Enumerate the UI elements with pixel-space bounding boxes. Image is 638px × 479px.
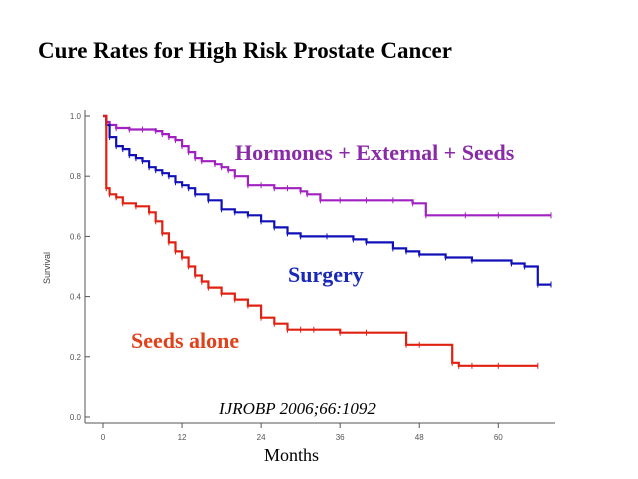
km-curve-0	[103, 114, 551, 217]
y-tick-label: 0.0	[70, 413, 82, 422]
x-tick-label: 60	[494, 433, 503, 442]
y-tick-label: 0.8	[70, 172, 82, 181]
series-label-hormones: Hormones + External + Seeds	[235, 140, 515, 165]
series-label-surgery: Surgery	[288, 262, 364, 287]
y-axis-label: Survival	[42, 252, 52, 284]
x-tick-label: 48	[415, 433, 424, 442]
series-label-seeds-alone: Seeds alone	[131, 328, 239, 353]
x-ticks: 0 12 24 36 48 60	[101, 423, 503, 442]
citation: IJROBP 2006;66:1092	[218, 399, 376, 418]
y-tick-label: 0.6	[70, 232, 82, 241]
series-group	[103, 114, 552, 369]
y-ticks: 0.0 0.2 0.4 0.6 0.8 1.0	[70, 112, 90, 422]
y-tick-label: 1.0	[70, 112, 82, 121]
x-tick-label: 0	[101, 433, 106, 442]
x-tick-label: 36	[336, 433, 345, 442]
y-tick-label: 0.4	[70, 293, 82, 302]
x-tick-label: 12	[178, 433, 187, 442]
x-tick-label: 24	[257, 433, 266, 442]
x-axis-label: Months	[264, 445, 319, 465]
slide-title: Cure Rates for High Risk Prostate Cancer	[38, 38, 452, 63]
y-tick-label: 0.2	[70, 353, 82, 362]
